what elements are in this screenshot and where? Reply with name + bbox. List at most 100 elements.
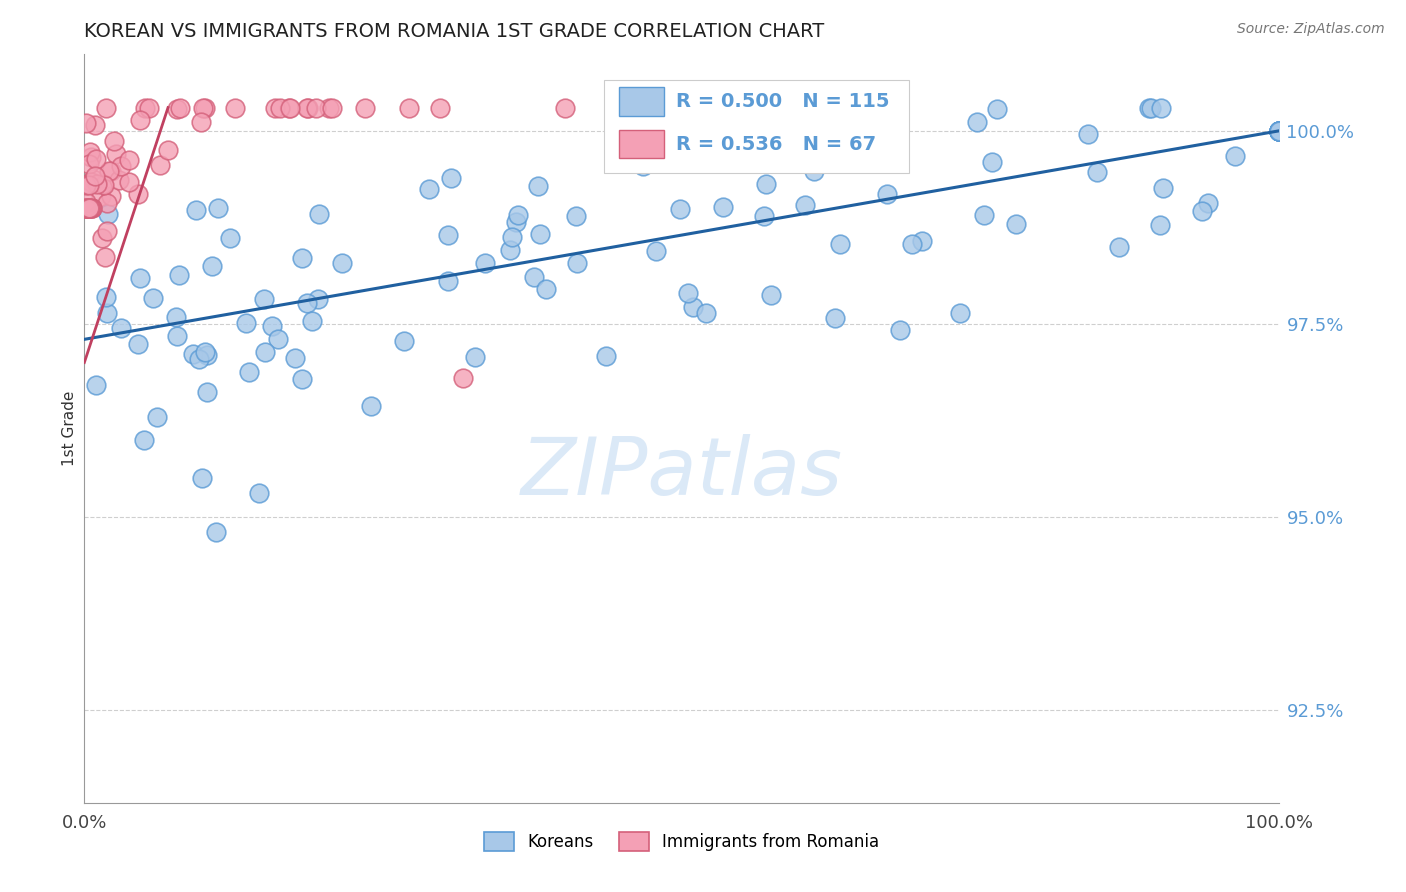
Point bbox=[440, 170, 463, 185]
Y-axis label: 1st Grade: 1st Grade bbox=[62, 391, 77, 466]
Point bbox=[100, 164, 122, 178]
Point bbox=[84, 153, 107, 167]
Point bbox=[86, 177, 108, 191]
Point bbox=[96, 195, 118, 210]
Point bbox=[91, 178, 114, 192]
Point bbox=[499, 243, 522, 257]
Point bbox=[1137, 101, 1160, 115]
Point bbox=[307, 292, 329, 306]
Point bbox=[986, 103, 1008, 117]
Point bbox=[1268, 124, 1291, 138]
Point bbox=[631, 159, 654, 173]
Point bbox=[103, 134, 125, 148]
Point bbox=[190, 471, 212, 485]
Point bbox=[129, 271, 152, 285]
Point bbox=[224, 101, 246, 115]
Point bbox=[1268, 124, 1291, 138]
Point bbox=[100, 189, 122, 203]
Point bbox=[91, 230, 114, 244]
Point bbox=[682, 300, 704, 314]
Point bbox=[595, 349, 617, 363]
Point bbox=[1108, 240, 1130, 254]
Point bbox=[645, 244, 668, 259]
Point bbox=[527, 178, 550, 193]
Point bbox=[194, 101, 217, 115]
Point bbox=[84, 169, 107, 183]
Point bbox=[104, 146, 127, 161]
Point bbox=[195, 348, 218, 362]
Point bbox=[266, 332, 288, 346]
Point bbox=[418, 182, 440, 196]
Point bbox=[142, 291, 165, 305]
Point bbox=[110, 320, 132, 334]
Point bbox=[817, 154, 839, 169]
Point bbox=[695, 306, 717, 320]
Text: R = 0.536   N = 67: R = 0.536 N = 67 bbox=[676, 135, 876, 153]
Point bbox=[278, 101, 301, 115]
Point bbox=[980, 155, 1002, 169]
Point bbox=[146, 410, 169, 425]
Point bbox=[606, 101, 628, 115]
Point bbox=[188, 352, 211, 367]
Point bbox=[464, 350, 486, 364]
Text: KOREAN VS IMMIGRANTS FROM ROMANIA 1ST GRADE CORRELATION CHART: KOREAN VS IMMIGRANTS FROM ROMANIA 1ST GR… bbox=[84, 21, 824, 41]
Point bbox=[247, 486, 270, 500]
Point bbox=[184, 203, 207, 218]
Point bbox=[254, 345, 277, 359]
Point bbox=[523, 270, 546, 285]
Point bbox=[565, 210, 588, 224]
Point bbox=[169, 101, 191, 115]
Point bbox=[205, 525, 228, 540]
Point bbox=[82, 172, 104, 186]
Text: Source: ZipAtlas.com: Source: ZipAtlas.com bbox=[1237, 22, 1385, 37]
Point bbox=[354, 101, 377, 115]
Point bbox=[96, 224, 118, 238]
Point bbox=[75, 201, 97, 215]
Point bbox=[219, 230, 242, 244]
Point bbox=[284, 351, 307, 365]
Point bbox=[77, 201, 100, 215]
Point bbox=[165, 310, 187, 325]
Point bbox=[156, 143, 179, 157]
Point bbox=[253, 293, 276, 307]
Point bbox=[94, 101, 117, 115]
Point bbox=[75, 201, 97, 215]
Point bbox=[118, 175, 141, 189]
Point bbox=[181, 347, 204, 361]
Point bbox=[167, 268, 190, 282]
Point bbox=[194, 345, 217, 359]
Point bbox=[565, 256, 588, 270]
Point bbox=[75, 116, 97, 130]
Point bbox=[1268, 124, 1291, 138]
Point bbox=[84, 118, 107, 132]
Point bbox=[195, 385, 218, 400]
Point bbox=[127, 187, 149, 202]
Point bbox=[138, 101, 160, 115]
Point bbox=[1191, 204, 1213, 219]
Point bbox=[82, 201, 104, 215]
Point bbox=[330, 256, 353, 270]
Point bbox=[318, 101, 340, 115]
Point bbox=[75, 201, 97, 215]
Text: R = 0.500   N = 115: R = 0.500 N = 115 bbox=[676, 92, 890, 111]
Point bbox=[295, 101, 318, 115]
Point bbox=[207, 202, 229, 216]
Legend: Koreans, Immigrants from Romania: Koreans, Immigrants from Romania bbox=[478, 826, 886, 858]
Point bbox=[75, 201, 97, 215]
Point bbox=[508, 208, 530, 222]
Point bbox=[1268, 124, 1291, 138]
Point bbox=[668, 202, 690, 216]
Point bbox=[949, 306, 972, 320]
Point bbox=[1140, 101, 1163, 115]
Point bbox=[80, 201, 103, 215]
Point bbox=[235, 317, 257, 331]
Point bbox=[96, 306, 118, 320]
Point bbox=[696, 130, 718, 145]
Point bbox=[429, 101, 451, 115]
Point bbox=[554, 101, 576, 115]
Point bbox=[437, 274, 460, 288]
Point bbox=[830, 237, 852, 252]
Point bbox=[77, 157, 100, 171]
Point bbox=[297, 101, 319, 115]
Point bbox=[1268, 124, 1291, 138]
